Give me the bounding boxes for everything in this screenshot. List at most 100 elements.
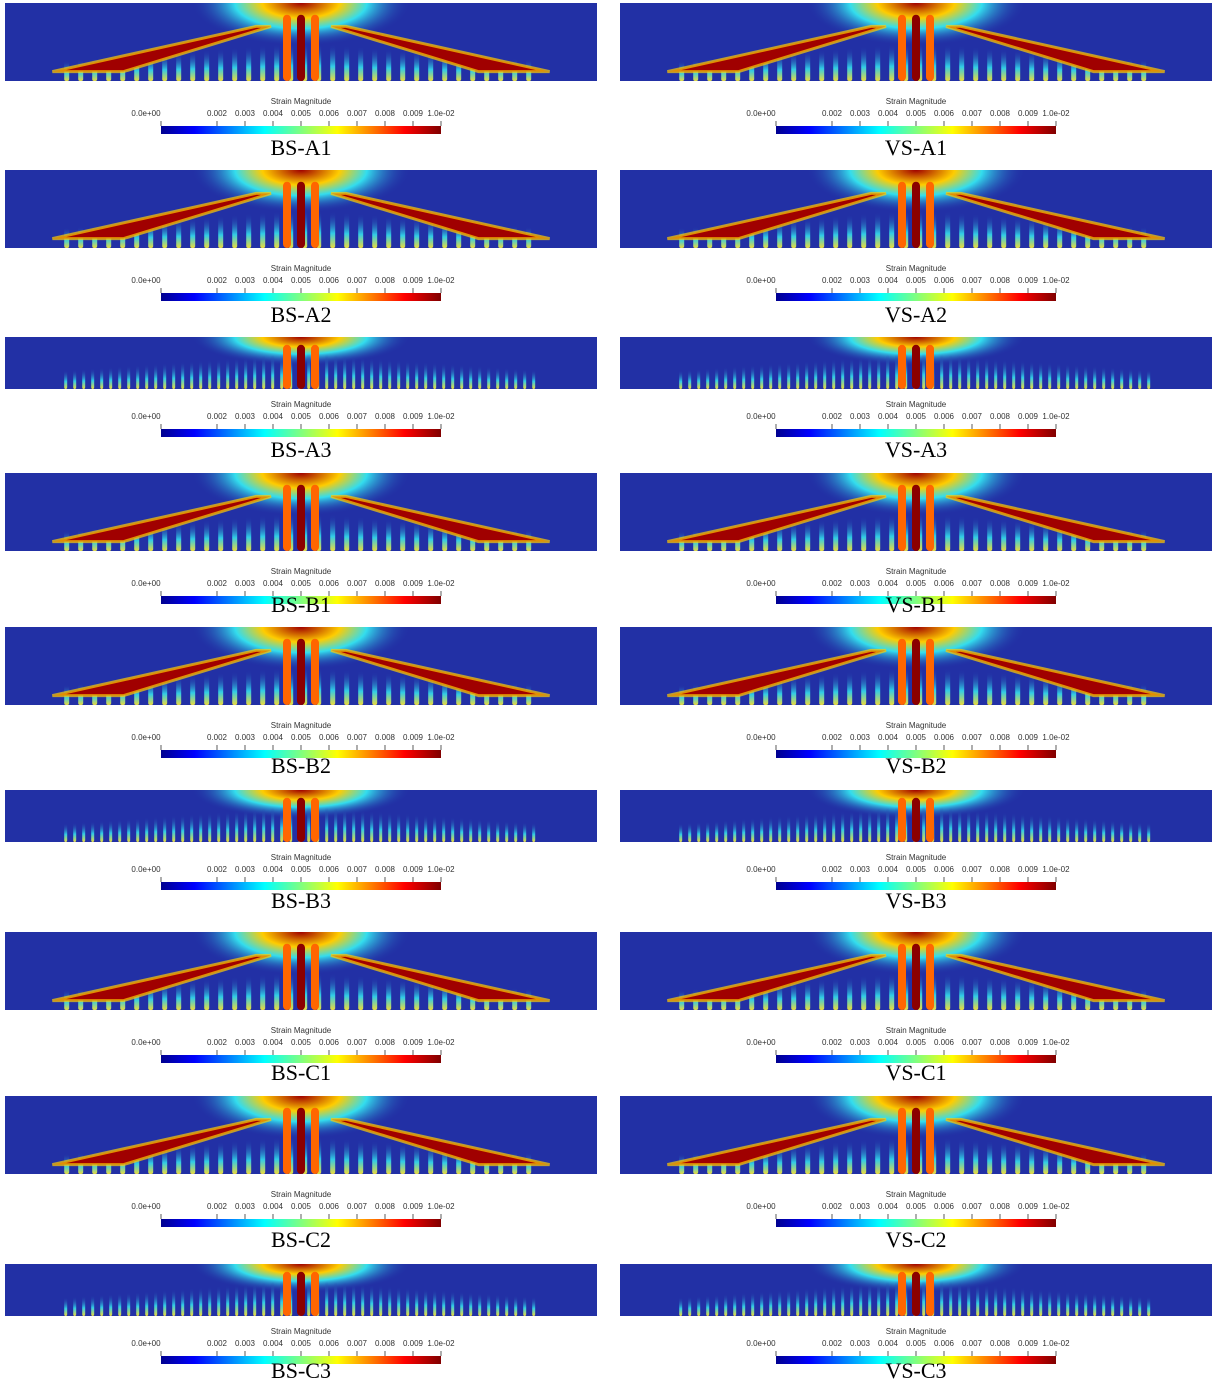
crack-stripe (253, 356, 256, 389)
crack-stripe (973, 214, 978, 248)
crack-stripe (1075, 364, 1078, 389)
crack-stripe (415, 1288, 418, 1316)
colorbar-label: 0.003 (850, 412, 871, 421)
colorbar-label: 0.002 (822, 1038, 843, 1047)
panel-label: VS-B2 (885, 753, 946, 778)
crack-stripe (424, 362, 427, 389)
center-crack (912, 798, 920, 842)
crack-stripe (246, 213, 251, 248)
colorbar-title: Strain Magnitude (886, 400, 947, 409)
colorbar-label: 0.006 (319, 412, 340, 421)
crack-stripe (424, 815, 427, 842)
crack-stripe (343, 356, 346, 389)
crack-stripe (1048, 1289, 1051, 1316)
center-crack (297, 1108, 305, 1174)
crack-stripe (1120, 821, 1123, 842)
center-crack (311, 1108, 319, 1174)
crack-stripe (814, 813, 817, 842)
colorbar-label: 0.003 (850, 1339, 871, 1348)
center-crack (926, 345, 934, 389)
crack-stripe (859, 1284, 862, 1316)
colorbar-label: 1.0e-02 (1042, 1202, 1070, 1211)
crack-stripe (1093, 819, 1096, 842)
crack-stripe (973, 47, 978, 81)
colorbar-label: 0.007 (347, 276, 368, 285)
panel-label: VS-B1 (885, 592, 946, 617)
crack-stripe (949, 355, 952, 389)
crack-stripe (922, 806, 925, 842)
crack-stripe (945, 668, 950, 705)
crack-stripe (217, 812, 220, 842)
colorbar-label: 0.005 (291, 412, 312, 421)
crack-stripe (400, 520, 405, 551)
panel-label: BS-B3 (271, 888, 331, 913)
crack-stripe (841, 811, 844, 842)
crack-stripe (145, 1291, 148, 1316)
crack-stripe (358, 47, 363, 81)
colorbar-label: 0.0e+00 (746, 1038, 776, 1047)
crack-stripe (1001, 519, 1006, 551)
colorbar-label: 0.003 (850, 733, 871, 742)
crack-stripe (352, 356, 355, 389)
crack-stripe (433, 362, 436, 389)
colorbar-title: Strain Magnitude (271, 721, 332, 730)
panel-label: BS-A2 (270, 302, 331, 327)
crack-stripe (451, 1291, 454, 1316)
crack-stripe (235, 357, 238, 389)
center-crack (283, 639, 291, 705)
crack-stripe (280, 1281, 283, 1316)
crack-stripe (400, 674, 405, 705)
crack-stripe (1003, 1286, 1006, 1316)
crack-stripe (334, 808, 337, 842)
colorbar-label: 0.008 (990, 1339, 1011, 1348)
colorbar-label: 1.0e-02 (1042, 579, 1070, 588)
colorbar-label: 0.002 (207, 1202, 228, 1211)
crack-stripe (847, 214, 852, 248)
crack-stripe (343, 809, 346, 842)
colorbar-label: 0.008 (990, 109, 1011, 118)
crack-stripe (274, 1137, 279, 1174)
colorbar-label: 0.004 (878, 412, 899, 421)
center-crack (297, 182, 305, 248)
panel-label: VS-C1 (885, 1060, 946, 1085)
colorbar-label: 0.008 (375, 276, 396, 285)
colorbar-label: 0.006 (319, 109, 340, 118)
colorbar-label: 0.009 (1018, 109, 1039, 118)
crack-stripe (945, 973, 950, 1010)
center-crack (898, 1272, 906, 1316)
crack-stripe (244, 357, 247, 389)
colorbar-label: 0.009 (1018, 1038, 1039, 1047)
crack-stripe (1138, 1296, 1141, 1316)
crack-stripe (505, 821, 508, 842)
center-crack (912, 345, 920, 389)
panel: Strain Magnitude0.0e+000.0020.0030.0040.… (5, 308, 597, 462)
crack-stripe (679, 370, 682, 389)
colorbar-label: 0.008 (990, 1202, 1011, 1211)
colorbar-label: 0.005 (291, 1202, 312, 1211)
crack-stripe (204, 50, 209, 81)
crack-stripe (819, 217, 824, 248)
crack-stripe (1029, 980, 1034, 1010)
colorbar-label: 0.0e+00 (131, 412, 161, 421)
colorbar-label: 0.0e+00 (746, 865, 776, 874)
crack-stripe (406, 360, 409, 389)
crack-stripe (706, 821, 709, 842)
colorbar-label: 0.007 (962, 276, 983, 285)
crack-stripe (487, 1293, 490, 1316)
crack-stripe (199, 1287, 202, 1316)
crack-stripe (406, 1287, 409, 1316)
colorbar-label: 0.007 (347, 1339, 368, 1348)
crack-stripe (487, 819, 490, 842)
crack-stripe (1012, 1287, 1015, 1316)
crack-stripe (204, 674, 209, 705)
colorbar-label: 0.002 (822, 865, 843, 874)
colorbar-label: 0.006 (319, 1038, 340, 1047)
crack-stripe (246, 975, 251, 1010)
crack-stripe (352, 809, 355, 842)
crack-stripe (235, 1284, 238, 1316)
colorbar (161, 429, 441, 437)
crack-stripe (877, 1282, 880, 1316)
crack-stripe (358, 517, 363, 551)
crack-stripe (1057, 816, 1060, 842)
colorbar-label: 0.004 (263, 109, 284, 118)
